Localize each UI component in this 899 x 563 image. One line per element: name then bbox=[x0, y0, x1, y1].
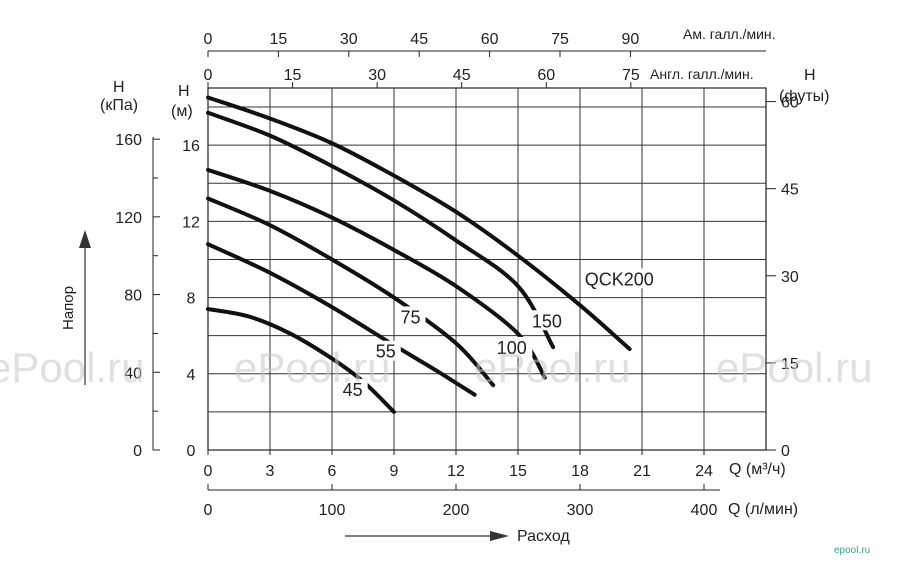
y-tick-label: 4 bbox=[187, 367, 196, 384]
am-tick-label: 30 bbox=[340, 31, 358, 48]
x-tick-label: 3 bbox=[266, 463, 275, 480]
pump-curves bbox=[206, 95, 632, 414]
engl-gallons-ticks: 0 15 30 45 60 75 bbox=[204, 67, 640, 88]
lmin-tick-label: 200 bbox=[443, 502, 470, 519]
x-tick-label: 15 bbox=[509, 463, 527, 480]
watermark: ePool.ru bbox=[716, 344, 872, 391]
y-tick-label: 16 bbox=[182, 138, 200, 155]
feet-axis-label-unit: (футы) bbox=[779, 88, 829, 105]
pump-curve-100 bbox=[206, 167, 547, 380]
curve-label-background bbox=[370, 340, 401, 361]
engl-tick-label: 45 bbox=[453, 67, 471, 84]
x-tick-label: 21 bbox=[633, 463, 651, 480]
kpa-tick-label: 80 bbox=[124, 288, 142, 305]
x-tick-label: 0 bbox=[204, 463, 213, 480]
feet-axis-label-h: H bbox=[804, 67, 816, 84]
feet-ticks: 0 15 30 45 60 bbox=[766, 95, 799, 460]
kpa-tick-label: 0 bbox=[133, 443, 142, 460]
kpa-tick-label: 40 bbox=[124, 365, 142, 382]
curve-label-background bbox=[395, 306, 426, 327]
lmin-ticks: 0 100 200 300 400 bbox=[204, 484, 718, 519]
x-tick-label: 12 bbox=[447, 463, 465, 480]
pump-curve-75 bbox=[206, 196, 496, 388]
x-tick-label: 18 bbox=[571, 463, 589, 480]
watermark: ePool.ru bbox=[0, 344, 144, 391]
watermarks: ePool.ru ePool.ru ePool.ru ePool.ru bbox=[0, 344, 872, 391]
meter-ticks: 0 4 8 12 16 bbox=[182, 138, 200, 460]
kpa-ticks: 0 40 80 120 160 bbox=[115, 132, 160, 460]
curve-label-100: 100 bbox=[497, 338, 527, 358]
site-logo: epool.ru bbox=[834, 545, 870, 556]
flow-m3h-ticks: 0 3 6 9 12 15 18 21 24 bbox=[204, 450, 713, 480]
lmin-tick-label: 0 bbox=[204, 502, 213, 519]
flow-label: Расход bbox=[517, 528, 570, 545]
curve-label-150: 150 bbox=[532, 311, 562, 331]
curve-label-75: 75 bbox=[401, 307, 421, 327]
engl-gallons-axis-label: Англ. галл./мин. bbox=[650, 66, 754, 82]
ft-tick-label: 60 bbox=[781, 95, 799, 112]
pump-curve-qck200 bbox=[206, 95, 632, 352]
kpa-tick-label: 160 bbox=[115, 132, 142, 149]
curve-label-background bbox=[582, 268, 657, 289]
lmin-tick-label: 300 bbox=[567, 502, 594, 519]
am-tick-label: 15 bbox=[270, 31, 288, 48]
grid-lines bbox=[208, 88, 766, 450]
ft-tick-label: 15 bbox=[781, 356, 799, 373]
head-label: Напор bbox=[60, 286, 77, 330]
watermark: ePool.ru bbox=[474, 344, 630, 391]
flow-m3h-axis-label: Q (м³/ч) bbox=[729, 461, 786, 478]
curve-label-background bbox=[337, 378, 368, 399]
engl-tick-label: 60 bbox=[537, 67, 555, 84]
engl-tick-label: 30 bbox=[368, 67, 386, 84]
am-tick-label: 75 bbox=[551, 31, 569, 48]
lmin-tick-label: 400 bbox=[691, 502, 718, 519]
engl-tick-label: 75 bbox=[622, 67, 640, 84]
kpa-axis-label-unit: (кПа) bbox=[100, 97, 138, 114]
curve-label-qck200: QCK200 bbox=[585, 269, 654, 289]
curve-label-45: 45 bbox=[343, 380, 363, 400]
curve-label-background bbox=[526, 310, 568, 331]
flow-arrow-icon bbox=[490, 531, 509, 541]
meter-axis-label-unit: (м) bbox=[171, 103, 193, 120]
lmin-tick-label: 100 bbox=[319, 502, 346, 519]
kpa-axis-label-h: H bbox=[113, 79, 125, 96]
pump-curve-150 bbox=[206, 110, 556, 350]
plot-area bbox=[207, 87, 767, 451]
am-tick-label: 45 bbox=[410, 31, 428, 48]
am-tick-label: 90 bbox=[622, 31, 640, 48]
ft-tick-label: 30 bbox=[781, 269, 799, 286]
kpa-tick-label: 120 bbox=[115, 210, 142, 227]
head-arrow-icon bbox=[79, 230, 91, 248]
y-tick-label: 12 bbox=[182, 214, 200, 231]
y-tick-label: 0 bbox=[187, 443, 196, 460]
am-gallons-axis-label: Ам. галл./мин. bbox=[683, 26, 776, 42]
x-tick-label: 24 bbox=[695, 463, 713, 480]
lmin-axis-label: Q (л/мин) bbox=[728, 501, 798, 518]
curve-label-55: 55 bbox=[376, 342, 396, 362]
engl-tick-label: 15 bbox=[284, 67, 302, 84]
ft-tick-label: 0 bbox=[781, 443, 790, 460]
engl-tick-label: 0 bbox=[204, 67, 213, 84]
pump-curve-55 bbox=[206, 242, 477, 397]
am-gallons-ticks: 0 15 30 45 60 75 90 bbox=[204, 31, 640, 57]
am-tick-label: 0 bbox=[204, 31, 213, 48]
curve-label-background bbox=[491, 336, 533, 357]
y-tick-label: 8 bbox=[187, 291, 196, 308]
ft-tick-label: 45 bbox=[781, 182, 799, 199]
x-tick-label: 9 bbox=[390, 463, 399, 480]
meter-axis-label-h: H bbox=[178, 83, 190, 100]
watermark: ePool.ru bbox=[234, 344, 390, 391]
x-tick-label: 6 bbox=[328, 463, 337, 480]
am-tick-label: 60 bbox=[481, 31, 499, 48]
